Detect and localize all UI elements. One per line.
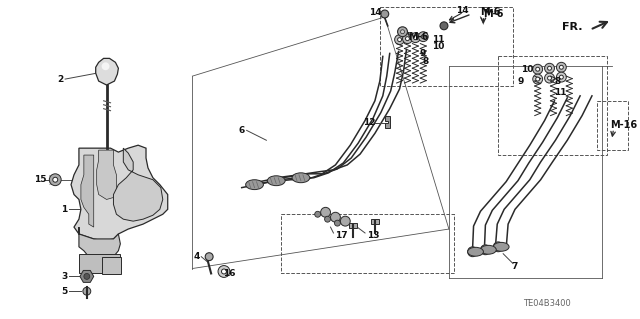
Text: 1: 1 <box>61 205 67 214</box>
Text: 7: 7 <box>511 262 517 271</box>
Circle shape <box>468 247 477 257</box>
Ellipse shape <box>246 180 264 189</box>
Text: 4: 4 <box>193 252 200 261</box>
Text: 9: 9 <box>419 49 426 58</box>
Circle shape <box>410 33 420 43</box>
Text: 10: 10 <box>432 42 445 51</box>
Text: 10: 10 <box>521 65 533 74</box>
Text: M-6: M-6 <box>483 9 504 19</box>
Circle shape <box>397 27 408 37</box>
Circle shape <box>556 62 566 72</box>
Bar <box>380 7 513 86</box>
Circle shape <box>419 32 428 41</box>
Text: 5: 5 <box>61 287 67 296</box>
Polygon shape <box>71 145 168 241</box>
Circle shape <box>395 35 404 45</box>
Bar <box>281 214 454 273</box>
Text: 13: 13 <box>367 232 380 241</box>
Circle shape <box>545 63 554 73</box>
Text: 6: 6 <box>239 126 245 135</box>
Circle shape <box>545 73 554 83</box>
Bar <box>102 257 122 274</box>
Circle shape <box>397 38 401 41</box>
Text: 2: 2 <box>57 75 63 84</box>
Circle shape <box>84 273 90 279</box>
Circle shape <box>340 216 350 226</box>
Bar <box>371 219 379 224</box>
Text: 16: 16 <box>223 269 236 278</box>
Circle shape <box>218 265 230 278</box>
Circle shape <box>205 253 213 261</box>
Circle shape <box>536 67 540 71</box>
Circle shape <box>321 207 330 217</box>
Bar <box>597 101 628 150</box>
Text: M-16: M-16 <box>610 121 637 130</box>
Circle shape <box>556 72 566 82</box>
Text: 11: 11 <box>432 35 445 44</box>
Ellipse shape <box>493 242 509 251</box>
Circle shape <box>548 66 552 70</box>
Polygon shape <box>113 148 163 221</box>
Circle shape <box>406 37 410 41</box>
Circle shape <box>403 34 412 44</box>
Ellipse shape <box>292 173 310 183</box>
Ellipse shape <box>468 247 483 256</box>
Text: 9: 9 <box>518 77 524 85</box>
Text: M-6: M-6 <box>408 32 429 42</box>
Circle shape <box>83 287 91 295</box>
Circle shape <box>102 62 109 70</box>
Text: M-6: M-6 <box>481 7 501 17</box>
Text: TE04B3400: TE04B3400 <box>523 299 571 308</box>
Text: FR.: FR. <box>561 22 582 32</box>
Circle shape <box>440 22 448 30</box>
Ellipse shape <box>481 245 496 254</box>
Text: 15: 15 <box>35 175 47 184</box>
Text: 11: 11 <box>554 88 567 97</box>
Circle shape <box>221 269 227 274</box>
Circle shape <box>335 220 340 226</box>
Circle shape <box>493 242 503 252</box>
Text: 3: 3 <box>61 272 67 281</box>
Polygon shape <box>80 271 93 282</box>
Text: 14: 14 <box>369 8 381 17</box>
Circle shape <box>401 30 404 34</box>
Circle shape <box>330 212 340 222</box>
Bar <box>79 254 120 273</box>
Polygon shape <box>385 115 390 129</box>
Bar <box>349 223 357 227</box>
Circle shape <box>532 64 543 74</box>
Circle shape <box>559 65 563 69</box>
Circle shape <box>548 76 552 80</box>
Text: 12: 12 <box>363 118 376 127</box>
Circle shape <box>421 35 425 39</box>
Circle shape <box>536 77 540 81</box>
Polygon shape <box>81 155 93 227</box>
Circle shape <box>413 36 417 40</box>
Circle shape <box>559 75 563 79</box>
Circle shape <box>481 245 490 255</box>
Text: 8: 8 <box>422 57 429 66</box>
Text: 8: 8 <box>554 77 561 85</box>
Ellipse shape <box>268 176 285 186</box>
Circle shape <box>532 74 543 84</box>
Text: 14: 14 <box>456 5 468 15</box>
Polygon shape <box>97 150 116 199</box>
Circle shape <box>324 216 330 222</box>
Polygon shape <box>96 58 118 85</box>
Bar <box>498 56 607 155</box>
Circle shape <box>315 211 321 217</box>
Circle shape <box>381 10 388 18</box>
Circle shape <box>52 177 58 182</box>
Text: 17: 17 <box>335 232 348 241</box>
Circle shape <box>49 174 61 186</box>
Polygon shape <box>79 227 120 259</box>
